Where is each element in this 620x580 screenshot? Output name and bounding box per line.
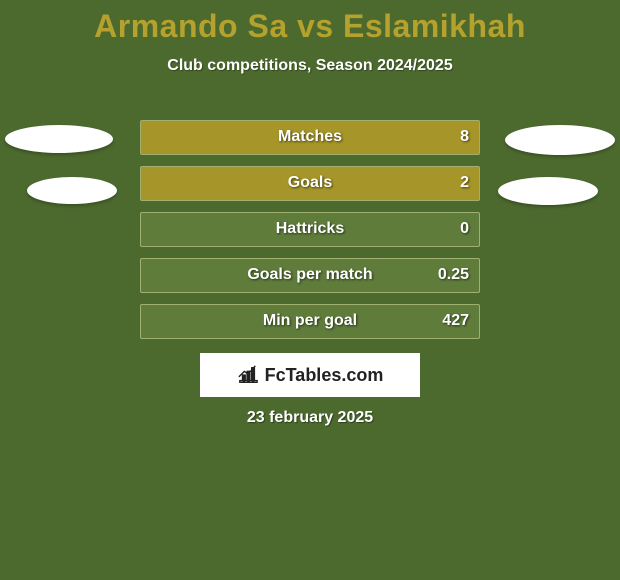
stat-label: Hattricks [141, 220, 479, 238]
stat-row: Matches8 [140, 120, 480, 155]
chart-icon [237, 364, 259, 386]
stat-value: 2 [460, 174, 469, 192]
oval-right-1 [505, 125, 615, 155]
stat-label: Matches [141, 128, 479, 146]
stat-label: Goals [141, 174, 479, 192]
oval-left-2 [27, 177, 117, 204]
stat-value: 8 [460, 128, 469, 146]
subtitle: Club competitions, Season 2024/2025 [0, 57, 620, 75]
stat-value: 0 [460, 220, 469, 238]
page-title: Armando Sa vs Eslamikhah [0, 0, 620, 45]
date-text: 23 february 2025 [0, 409, 620, 427]
stat-row: Goals2 [140, 166, 480, 201]
stat-value: 0.25 [438, 266, 469, 284]
oval-left-1 [5, 125, 113, 153]
stat-row: Hattricks0 [140, 212, 480, 247]
stat-row: Goals per match0.25 [140, 258, 480, 293]
branding-badge: FcTables.com [200, 353, 420, 397]
stat-value: 427 [442, 312, 469, 330]
branding-text: FcTables.com [265, 365, 384, 386]
stat-row: Min per goal427 [140, 304, 480, 339]
stat-label: Goals per match [141, 266, 479, 284]
stats-container: Matches8Goals2Hattricks0Goals per match0… [140, 120, 480, 350]
stat-label: Min per goal [141, 312, 479, 330]
oval-right-2 [498, 177, 598, 205]
page-root: Armando Sa vs Eslamikhah Club competitio… [0, 0, 620, 580]
